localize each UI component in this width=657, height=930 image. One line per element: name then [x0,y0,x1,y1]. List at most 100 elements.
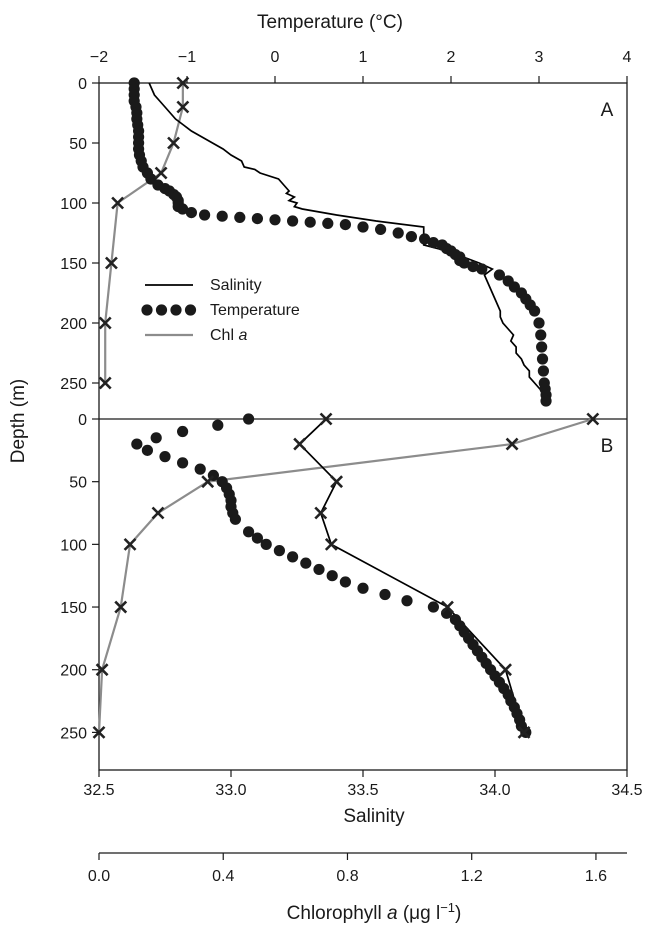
temperature-point [401,595,413,607]
panel-label-b: B [601,436,614,457]
temperature-point [194,463,206,475]
temperature-point [260,538,272,550]
temperature-point [287,215,299,227]
temperature-point [287,551,299,563]
chl-axis-title: Chlorophyll a (μg l−1) [287,900,462,925]
chl-point-stroke [151,506,165,520]
temperature-point [159,451,171,463]
panel-a: A [98,76,614,407]
temperature-point [533,317,545,329]
temperature-point [304,216,316,228]
salinity-point [330,475,344,489]
temperature-point [419,233,431,245]
salinity-tick-label: 33.0 [215,782,246,799]
temperature-point [273,545,285,557]
temperature-tick-label: 1 [359,49,368,66]
temperature-point [493,269,505,281]
chl-axis-title-part: (μg l [398,903,441,924]
legend-chl-label-part: Chl [210,327,238,344]
salinity-point [324,537,338,551]
temperature-point [269,214,281,226]
temperature-point [339,576,351,588]
temperature-point [427,237,439,249]
legend: Salinity Temperature Chl a [141,277,300,344]
temperature-point [177,457,189,469]
chl-point [586,412,600,426]
panel-label-a: A [601,100,614,121]
chl-line [97,417,594,733]
temperature-point [313,563,325,576]
legend-temperature-dot [155,304,168,316]
temperature-point [141,444,153,456]
chl-line [104,83,184,383]
temperature-tick-label: 2 [447,49,456,66]
depth-axis-title: Depth (m) [8,379,29,463]
temperature-point [427,601,439,613]
chl-point [111,196,125,210]
chl-point [95,663,109,677]
chl-point-stroke [201,475,215,489]
salinity-tick-label: 33.5 [347,782,378,799]
chl-point [98,316,112,330]
depth-tick-label: 250 [60,376,87,393]
legend-temperature-dot [184,304,197,316]
temperature-point [536,353,549,365]
salinity-point [319,412,333,426]
depth-tick-label: 250 [60,725,87,742]
temperature-point [405,231,417,243]
salinity-tick-label: 34.0 [479,782,510,799]
temperature-axis-title: Temperature (°C) [257,12,403,33]
temperature-point [467,261,479,273]
salinity-point-stroke [319,412,333,426]
chl-point [151,506,165,520]
salinity-point-stroke [517,725,531,739]
chl-point-stroke [586,412,600,426]
temperature-tick-label: 4 [623,49,632,66]
temperature-tick-label: −1 [178,49,196,66]
chl-point [154,166,168,180]
chl-point-stroke [154,166,168,180]
temperature-point [150,432,162,444]
salinity-tick-label: 34.5 [611,782,642,799]
salinity-point [441,600,454,614]
temperature-tick-label: −2 [90,49,108,66]
temperature-point [177,203,189,215]
salinity-point-stroke [314,506,328,520]
chl-point [176,100,190,114]
legend-chl-label-part: a [238,327,247,344]
chl-axis-title-part: ) [455,903,461,924]
depth-tick-label: 0 [78,76,87,93]
legend-salinity-label: Salinity [210,277,262,294]
temperature-point [529,305,541,317]
temperature-point [131,438,143,450]
chl-point-stroke [111,196,125,210]
temperature-point [322,217,334,229]
temperature-point [537,365,550,377]
chl-point [105,256,118,270]
chl-point [201,475,215,489]
chl-point-stroke [98,316,112,330]
temperature-point [300,557,312,569]
temperature-point [540,395,552,407]
temperature-point [251,532,263,544]
axes: −2 −1 0 1 2 3 4 Temperature (°C) 0 50 100 150 200 250… [8,12,643,924]
temperature-point [234,211,246,223]
depth-tick-label: 100 [60,537,87,554]
temperature-point [326,570,338,582]
temperature-point [216,210,228,222]
depth-tick-label: 200 [60,663,87,680]
salinity-point-stroke [293,437,307,451]
temperature-point [199,209,211,221]
panel-b: B [92,412,614,739]
chl-axis-title-part: −1 [440,900,455,915]
chl-point-stroke [105,256,118,270]
chl-tick-label: 1.2 [461,868,483,885]
depth-tick-label: 50 [69,136,87,153]
chl-point-stroke [114,600,128,614]
salinity-tick-label: 32.5 [83,782,114,799]
salinity-point [499,663,512,677]
depth-tick-label: 50 [69,475,87,492]
chl-tick-label: 0.0 [88,868,110,885]
legend-temperature-dot [170,304,182,316]
